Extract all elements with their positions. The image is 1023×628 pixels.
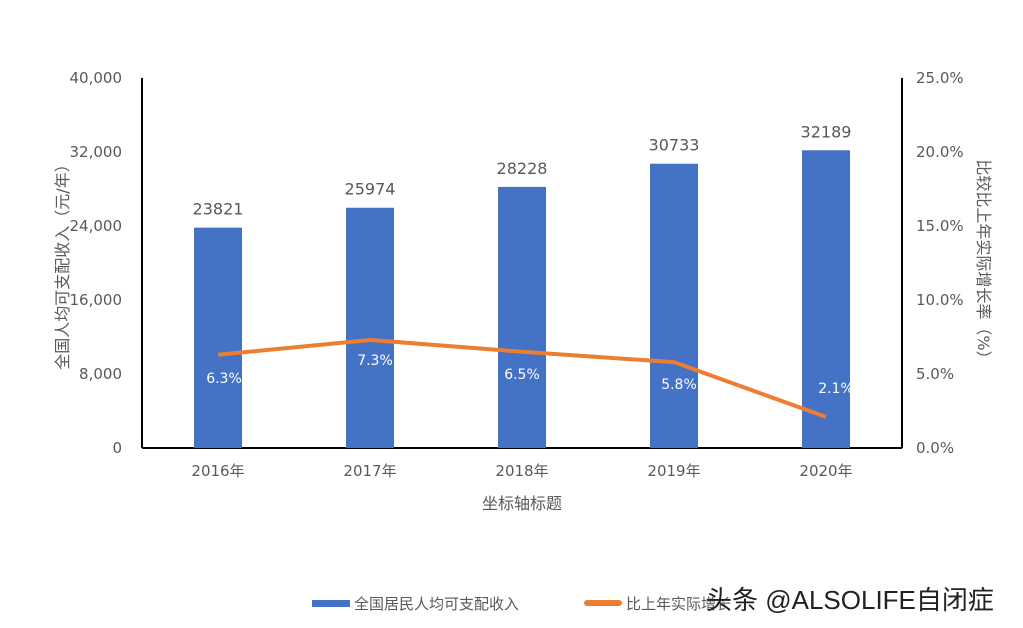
y2-tick-label: 0.0% [916, 439, 954, 457]
bar-data-label: 23821 [193, 200, 244, 219]
bar [346, 207, 394, 448]
bar [650, 163, 698, 448]
y-tick-label: 16,000 [70, 291, 123, 309]
y-tick-label: 40,000 [70, 69, 123, 87]
y-tick-label: 0 [112, 439, 122, 457]
y2-tick-label: 25.0% [916, 69, 964, 87]
legend-swatch-income [312, 600, 350, 607]
y-axis-title: 全国人均可支配收入（元/年） [53, 156, 72, 369]
legend-label-growth: 比上年实际增长 [626, 595, 731, 613]
x-tick-label: 2017年 [343, 462, 396, 480]
y-tick-label: 32,000 [70, 143, 123, 161]
bar-data-label: 32189 [801, 122, 852, 141]
y-tick-label: 24,000 [70, 217, 123, 235]
legend-swatch-growth [584, 600, 622, 606]
x-axis-title: 坐标轴标题 [482, 494, 562, 513]
y2-tick-label: 5.0% [916, 365, 954, 383]
y-tick-label: 8,000 [79, 365, 122, 383]
x-tick-label: 2019年 [647, 462, 700, 480]
line-data-label: 5.8% [661, 377, 697, 393]
line-data-label: 6.5% [504, 367, 540, 383]
y2-tick-label: 20.0% [916, 143, 964, 161]
bar-data-label: 30733 [649, 136, 700, 155]
y2-tick-label: 15.0% [916, 217, 964, 235]
bar [802, 150, 850, 448]
x-tick-label: 2016年 [191, 462, 244, 480]
line-data-label: 2.1% [818, 381, 854, 397]
legend-label-income: 全国居民人均可支配收入 [354, 595, 519, 613]
watermark: 头条 @ALSOLIFE自闭症 [706, 585, 994, 615]
x-tick-label: 2020年 [799, 462, 852, 480]
y2-axis-title: 比较比上年实际增长率（%） [974, 159, 993, 366]
bar [498, 186, 546, 449]
bar-data-label: 28228 [497, 159, 548, 178]
line-data-label: 6.3% [206, 371, 242, 387]
y2-tick-label: 10.0% [916, 291, 964, 309]
line-data-label: 7.3% [357, 353, 393, 369]
bar-data-label: 25974 [345, 180, 396, 199]
bar [194, 227, 242, 448]
x-tick-label: 2018年 [495, 462, 548, 480]
